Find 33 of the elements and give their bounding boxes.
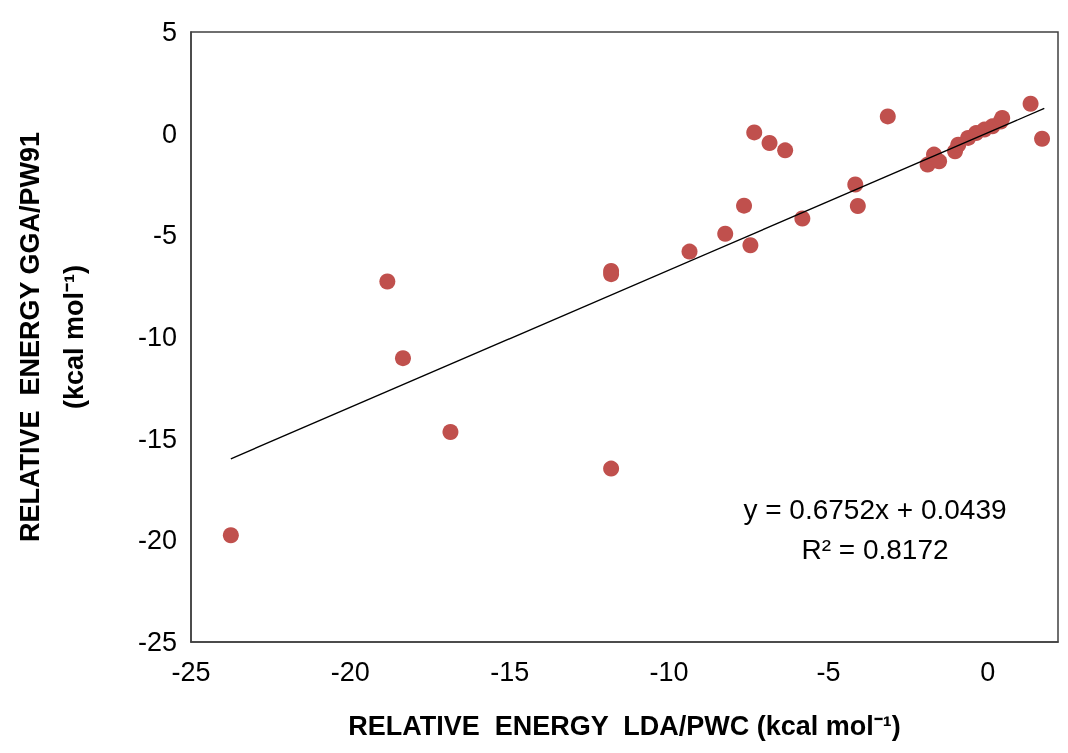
point [849, 198, 866, 215]
point [761, 135, 778, 152]
x-tick-label: -20 [330, 656, 370, 687]
point [746, 124, 763, 141]
point [394, 350, 411, 367]
point [879, 108, 896, 125]
y-axis-title: RELATIVE ENERGY GGA/PW91 (kcal mol⁻¹) [15, 131, 89, 543]
point [379, 273, 396, 290]
annotation: R² = 0.8172 [801, 533, 949, 565]
point [794, 210, 811, 227]
x-tick-label: -15 [490, 656, 530, 687]
point [1034, 130, 1051, 147]
x-axis-title: RELATIVE ENERGY LDA/PWC (kcal mol⁻¹) [348, 711, 901, 741]
y-tick-label: -5 [152, 220, 177, 251]
y-tick-label: -20 [137, 525, 177, 556]
point [1022, 95, 1039, 112]
point [603, 460, 620, 477]
y-tick-label: -10 [137, 322, 177, 352]
point [742, 237, 759, 254]
y-tick-label: 0 [161, 118, 177, 149]
point [442, 423, 459, 440]
x-tick-label: 0 [980, 656, 996, 687]
point [222, 527, 239, 544]
point [777, 142, 794, 159]
point [717, 225, 734, 242]
annotation: y = 0.6752x + 0.0439 [743, 493, 1007, 525]
point [736, 197, 753, 214]
x-tick-label: -10 [649, 656, 689, 687]
y-tick-label: -25 [137, 627, 177, 657]
x-tick-label: -5 [816, 656, 841, 687]
y-tick-label: -15 [137, 423, 177, 454]
y-tick-label: 5 [161, 17, 177, 47]
point [681, 243, 698, 260]
